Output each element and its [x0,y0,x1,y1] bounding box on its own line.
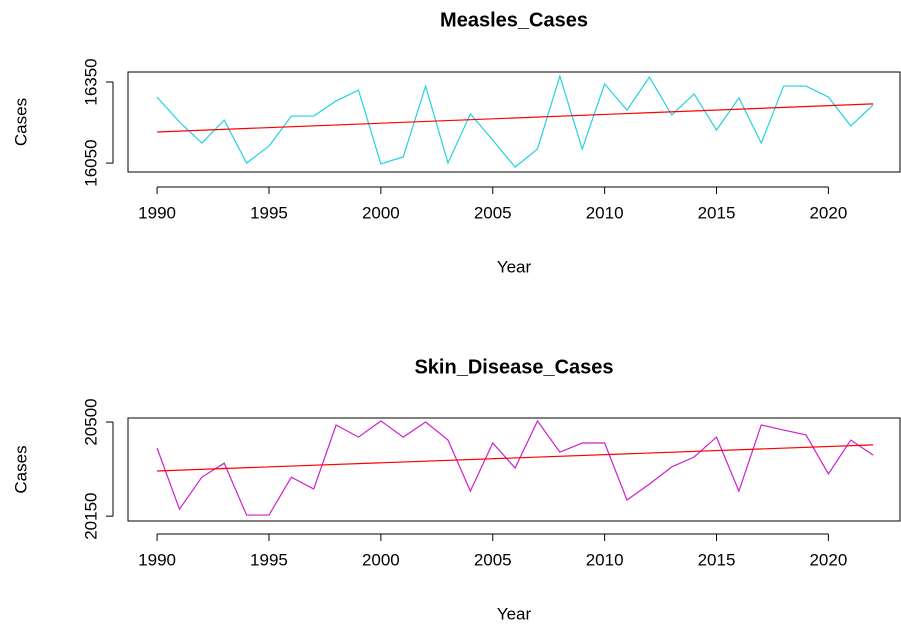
y-tick-label: 16350 [81,58,100,105]
x-tick-label: 2000 [362,203,400,222]
data-line [156,419,874,516]
x-tick-label: 2000 [362,550,400,569]
x-tick-label: 1995 [250,203,288,222]
y-tick-label: 20150 [81,493,100,540]
x-axis-label: Year [497,604,532,623]
plot-frame [127,417,901,522]
plot-frame [127,71,901,173]
x-axis-label: Year [497,257,532,276]
x-tick-label: 2010 [586,550,624,569]
y-axis-label: Cases [11,98,30,146]
x-tick-label: 2010 [586,203,624,222]
chart-title: Measles_Cases [440,9,588,31]
trend-line [157,444,874,472]
y-axis-label: Cases [11,445,30,493]
x-tick-label: 1990 [138,550,176,569]
chart-title: Skin_Disease_Cases [414,356,613,378]
data-line [156,74,874,168]
x-tick-label: 2015 [698,550,736,569]
y-tick-label: 20500 [81,398,100,445]
x-tick-label: 2005 [474,203,512,222]
x-tick-label: 2005 [474,550,512,569]
x-tick-label: 2020 [809,550,847,569]
y-tick-label: 16050 [81,139,100,186]
x-tick-label: 2015 [698,203,736,222]
x-tick-label: 1990 [138,203,176,222]
x-tick-label: 1995 [250,550,288,569]
x-tick-label: 2020 [809,203,847,222]
trend-line [157,103,874,133]
